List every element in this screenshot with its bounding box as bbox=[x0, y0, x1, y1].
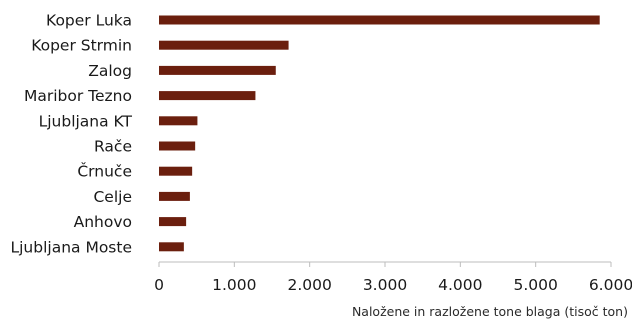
x-tick-label-3: 3.000 bbox=[363, 276, 407, 294]
category-label-2: Zalog bbox=[88, 62, 132, 80]
category-label-3: Maribor Tezno bbox=[24, 87, 132, 105]
bar-7 bbox=[159, 191, 190, 201]
category-label-8: Anhovo bbox=[74, 213, 132, 231]
bar-2 bbox=[159, 65, 276, 75]
x-axis-ticks: 0 1.000 2.000 3.000 4.000 5.000 6.000 bbox=[154, 262, 632, 294]
category-labels: Koper Luka Koper Strmin Zalog Maribor Tezno… bbox=[10, 12, 132, 257]
bars-group bbox=[159, 15, 600, 252]
x-tick-label-4: 4.000 bbox=[438, 276, 482, 294]
category-label-0: Koper Luka bbox=[46, 12, 132, 30]
bar-9 bbox=[159, 242, 184, 252]
x-axis-title: Naložene in razložene tone blaga (tisoč … bbox=[352, 304, 628, 319]
bar-3 bbox=[159, 91, 256, 101]
bar-6 bbox=[159, 166, 193, 176]
category-label-1: Koper Strmin bbox=[31, 37, 132, 55]
category-label-5: Rače bbox=[94, 138, 132, 156]
x-tick-label-5: 5.000 bbox=[513, 276, 557, 294]
bar-1 bbox=[159, 40, 289, 50]
bar-4 bbox=[159, 116, 198, 126]
bar-5 bbox=[159, 141, 196, 151]
x-tick-label-0: 0 bbox=[154, 276, 164, 294]
category-label-6: Črnuče bbox=[77, 162, 132, 181]
category-label-7: Celje bbox=[93, 188, 132, 206]
category-label-4: Ljubljana KT bbox=[39, 112, 133, 130]
x-tick-label-1: 1.000 bbox=[212, 276, 256, 294]
bar-8 bbox=[159, 217, 187, 227]
x-tick-label-6: 6.000 bbox=[589, 276, 632, 294]
category-label-9: Ljubljana Moste bbox=[10, 238, 132, 256]
bar-0 bbox=[159, 15, 600, 25]
x-tick-label-2: 2.000 bbox=[287, 276, 331, 294]
